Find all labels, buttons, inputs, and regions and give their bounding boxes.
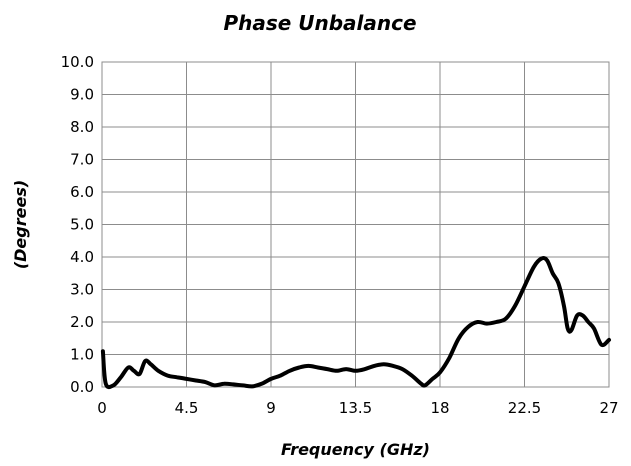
y-tick-label: 1.0 (70, 346, 94, 364)
y-tick-label: 6.0 (70, 183, 94, 201)
y-axis-tick-labels: 0.0 1.0 2.0 3.0 4.0 5.0 6.0 7.0 8.0 9.0 10.0 (61, 53, 94, 396)
x-axis-tick-labels: 0 4.5 9 13.5 18 22.5 27 (97, 399, 618, 417)
x-tick-label: 18 (430, 399, 449, 417)
y-tick-label: 7.0 (70, 151, 94, 169)
x-tick-label: 0 (97, 399, 107, 417)
y-tick-label: 9.0 (70, 86, 94, 104)
y-tick-label: 3.0 (70, 281, 94, 299)
x-tick-label: 4.5 (175, 399, 199, 417)
grid (101, 61, 610, 388)
x-tick-label: 22.5 (508, 399, 541, 417)
chart-title: Phase Unbalance (223, 11, 416, 35)
x-tick-label: 13.5 (339, 399, 372, 417)
x-axis-label: Frequency (GHz) (281, 440, 430, 459)
y-tick-label: 2.0 (70, 313, 94, 331)
y-tick-label: 5.0 (70, 216, 94, 234)
plot-area-border (101, 61, 610, 388)
y-tick-label: 8.0 (70, 118, 94, 136)
x-tick-label: 9 (266, 399, 276, 417)
y-axis-label: (Degrees) (11, 180, 30, 269)
y-tick-label: 4.0 (70, 248, 94, 266)
y-tick-label: 0.0 (70, 378, 94, 396)
x-tick-label: 27 (599, 399, 618, 417)
y-tick-label: 10.0 (61, 53, 94, 71)
phase-unbalance-line (100, 256, 611, 390)
